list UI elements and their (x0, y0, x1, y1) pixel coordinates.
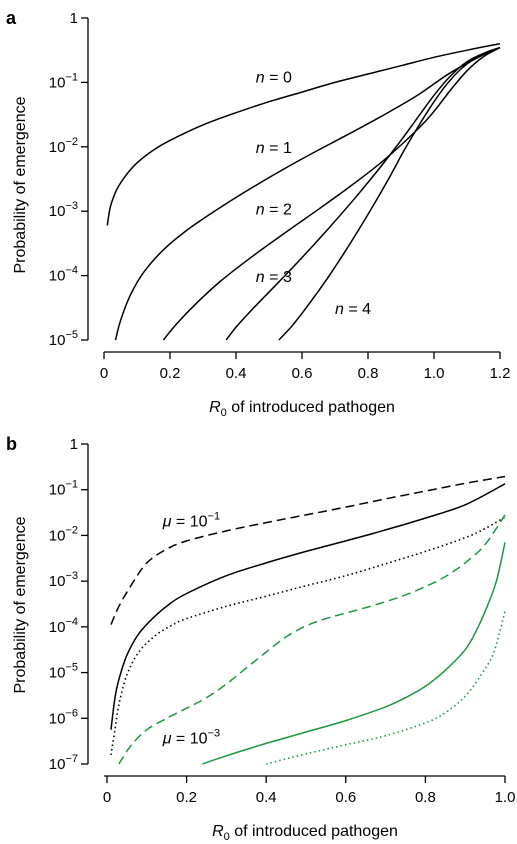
panel-b-letter: b (6, 434, 17, 454)
panel-a-x-tick-label: 0.4 (226, 365, 247, 382)
panel-a-curve-label-0: n = 0 (256, 69, 292, 86)
panel-b-x-axis-title: R0 of introduced pathogen (212, 823, 398, 843)
panel-a-y-tick-label: 10−1 (49, 71, 78, 91)
panel-b-curve-1 (110, 483, 506, 730)
panel-b-chart: b 0 0.2 0.4 0.6 0.8 1.0 1 10−1 10−2 10−3 10−4 10−5… (6, 434, 515, 843)
panel-b-x-tick-label: 0.2 (176, 789, 197, 806)
panel-a-y-tick-label: 10−4 (49, 265, 78, 285)
panel-a-curve-label-4: n = 4 (335, 301, 371, 318)
panel-a-chart: a 0 0.2 0.4 0.6 0.8 1.0 1.2 1 10−1 10−2 10−3 10−4 1… (6, 8, 510, 419)
panel-a-x-tick-label: 1.2 (490, 365, 511, 382)
panel-a-curve-label-2: n = 2 (256, 201, 292, 218)
panel-a-y-tick-label: 10−2 (49, 136, 78, 156)
panel-b-x-tick-label: 1.0 (495, 789, 516, 806)
panel-a-x-tick-label: 0.2 (160, 365, 181, 382)
panel-a-x-tick-label: 0.6 (292, 365, 313, 382)
panel-a-curve-label-1: n = 1 (256, 140, 292, 157)
panel-a-curve-4 (278, 46, 501, 341)
panel-a-axes (87, 18, 500, 353)
panel-a-y-tick-label: 10−3 (49, 200, 78, 220)
panel-a-curve-2 (162, 46, 501, 341)
panel-b-y-tick-label: 10−2 (49, 524, 78, 544)
panel-a-letter: a (6, 8, 17, 28)
panel-a-curve-0 (106, 43, 501, 226)
panel-b-y-tick-label: 1 (70, 436, 78, 453)
panel-a-curve-1 (114, 46, 501, 341)
panel-b-curve-0 (110, 475, 506, 625)
panel-a-x-tick-label: 0.8 (358, 365, 379, 382)
panel-b-y-axis-title: Probability of emergence (12, 516, 29, 693)
panel-b-y-tick-label: 10−5 (49, 662, 78, 682)
panel-b-curve-5 (266, 610, 506, 765)
panel-b-axes (87, 444, 505, 777)
panel-b-curve-4 (202, 542, 506, 765)
panel-a-y-tick-label: 1 (70, 10, 78, 27)
panel-a-x-tick-label: 0 (100, 365, 108, 382)
panel-b-y-tick-label: 10−6 (49, 707, 78, 727)
panel-b-y-tick-label: 10−7 (49, 753, 78, 773)
panel-a-y-axis-title: Probability of emergence (12, 96, 29, 273)
panel-a-x-tick-label: 1.0 (424, 365, 445, 382)
panel-b-curve-2 (110, 516, 506, 756)
panel-a-x-axis-title: R0 of introduced pathogen (209, 399, 395, 419)
panel-b-x-tick-label: 0 (103, 789, 111, 806)
panel-b-curve-3 (118, 514, 506, 765)
panel-a-curve-label-3: n = 3 (256, 269, 292, 286)
panel-a-curve-3 (225, 46, 501, 341)
panel-b-y-tick-label: 10−3 (49, 570, 78, 590)
panel-b-curve-label-0: μ = 10−1 (162, 510, 220, 530)
panel-b-x-tick-label: 0.6 (335, 789, 356, 806)
panel-a-y-tick-label: 10−5 (49, 329, 78, 349)
panel-b-x-tick-label: 0.4 (256, 789, 277, 806)
panel-b-x-tick-label: 0.8 (415, 789, 436, 806)
panel-b-curve-label-1: μ = 10−3 (162, 727, 220, 747)
panel-b-y-tick-label: 10−4 (49, 616, 78, 636)
panel-b-y-tick-label: 10−1 (49, 479, 78, 499)
